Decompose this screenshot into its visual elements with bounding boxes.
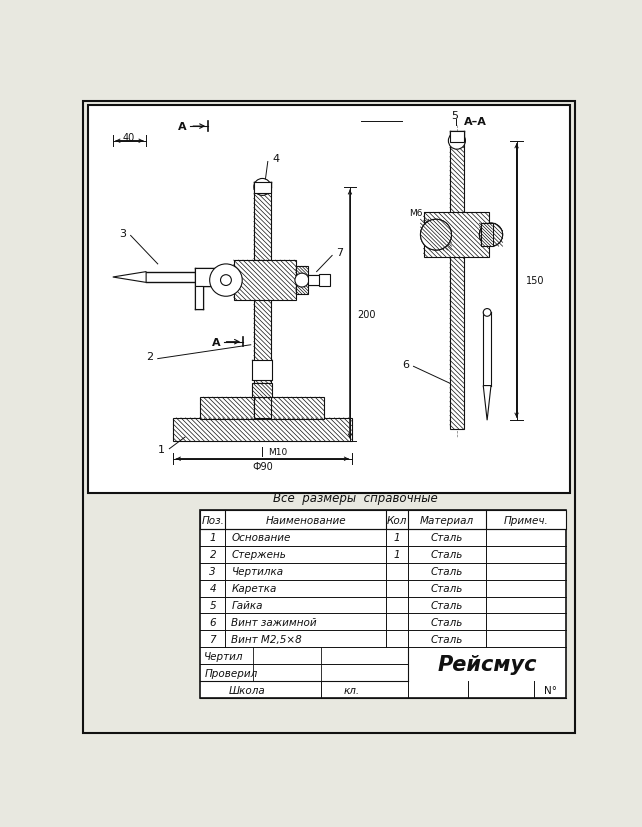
Text: 7: 7 [336,248,343,258]
Text: А–А: А–А [464,117,487,127]
Bar [195,269,235,287]
Text: Поз.: Поз. [202,515,224,525]
Text: Наименование: Наименование [265,515,346,525]
Circle shape [483,309,491,317]
Text: Сталь: Сталь [431,549,463,560]
Text: Стержень: Стержень [231,549,286,560]
Polygon shape [483,386,491,421]
Text: 6: 6 [403,360,409,370]
Bar [424,213,489,258]
Circle shape [295,274,309,288]
Text: Материал: Материал [420,515,474,525]
Text: Все  размеры  справочные: Все размеры справочные [273,491,438,504]
Bar [88,105,570,494]
Text: А: А [212,337,220,347]
Bar [296,267,308,294]
Text: 40: 40 [123,132,135,143]
Text: Кол: Кол [387,515,408,525]
Text: 1: 1 [209,533,216,543]
Text: Чертилка: Чертилка [231,566,284,576]
Bar [173,418,352,442]
Bar [308,276,322,285]
Text: Гайка: Гайка [231,600,263,610]
Circle shape [448,133,465,150]
Circle shape [480,224,503,247]
Text: 2: 2 [146,351,153,362]
Text: Основание: Основание [231,533,291,543]
Bar [450,141,464,430]
Text: Сталь: Сталь [431,600,463,610]
Text: А: А [178,122,187,132]
Text: Сталь: Сталь [431,634,463,644]
Circle shape [254,179,271,196]
Text: Сталь: Сталь [431,617,463,627]
Circle shape [220,275,231,286]
Polygon shape [113,272,146,283]
Bar [450,131,464,143]
Circle shape [210,265,242,297]
Text: 3: 3 [119,229,126,239]
Text: Винт М2,5×8: Винт М2,5×8 [231,634,302,644]
Bar [254,384,271,418]
Text: 1: 1 [394,533,401,543]
Text: 2: 2 [209,549,216,560]
Text: 4: 4 [209,583,216,593]
Text: 1: 1 [158,444,165,454]
Text: Сталь: Сталь [431,533,463,543]
Bar [200,398,324,419]
Text: Рейсмус: Рейсмус [437,654,537,675]
Text: 5: 5 [209,600,216,610]
Text: 4: 4 [272,154,279,165]
Text: Примеч.: Примеч. [503,515,548,525]
Text: 1: 1 [394,549,401,560]
Text: 200: 200 [358,309,376,319]
Bar [234,261,296,301]
Text: Сталь: Сталь [431,583,463,593]
Text: 3: 3 [209,566,216,576]
Bar [200,511,566,529]
Text: М6: М6 [409,208,422,218]
Bar [481,224,492,247]
Text: Каретка: Каретка [231,583,277,593]
Text: Ф90: Ф90 [252,461,273,472]
Circle shape [421,220,451,251]
Text: N°: N° [544,685,557,695]
Bar [200,511,566,698]
Bar [319,275,330,287]
Bar [254,182,271,194]
Text: 7: 7 [209,634,216,644]
Text: Сталь: Сталь [431,566,463,576]
Text: 150: 150 [526,275,544,286]
Circle shape [421,220,451,251]
Text: Винт зажимной: Винт зажимной [231,617,317,627]
Text: Проверил: Проверил [204,668,257,678]
Bar [483,313,491,386]
Text: Чертил: Чертил [204,651,244,661]
Text: Школа: Школа [229,685,265,695]
Bar [252,361,272,380]
Text: кл.: кл. [343,685,360,695]
Bar [195,287,203,310]
Text: 6: 6 [209,617,216,627]
Text: М10: М10 [268,447,288,456]
Bar [252,384,272,398]
Bar [254,188,271,399]
Circle shape [480,224,503,247]
Text: 5: 5 [451,111,458,121]
